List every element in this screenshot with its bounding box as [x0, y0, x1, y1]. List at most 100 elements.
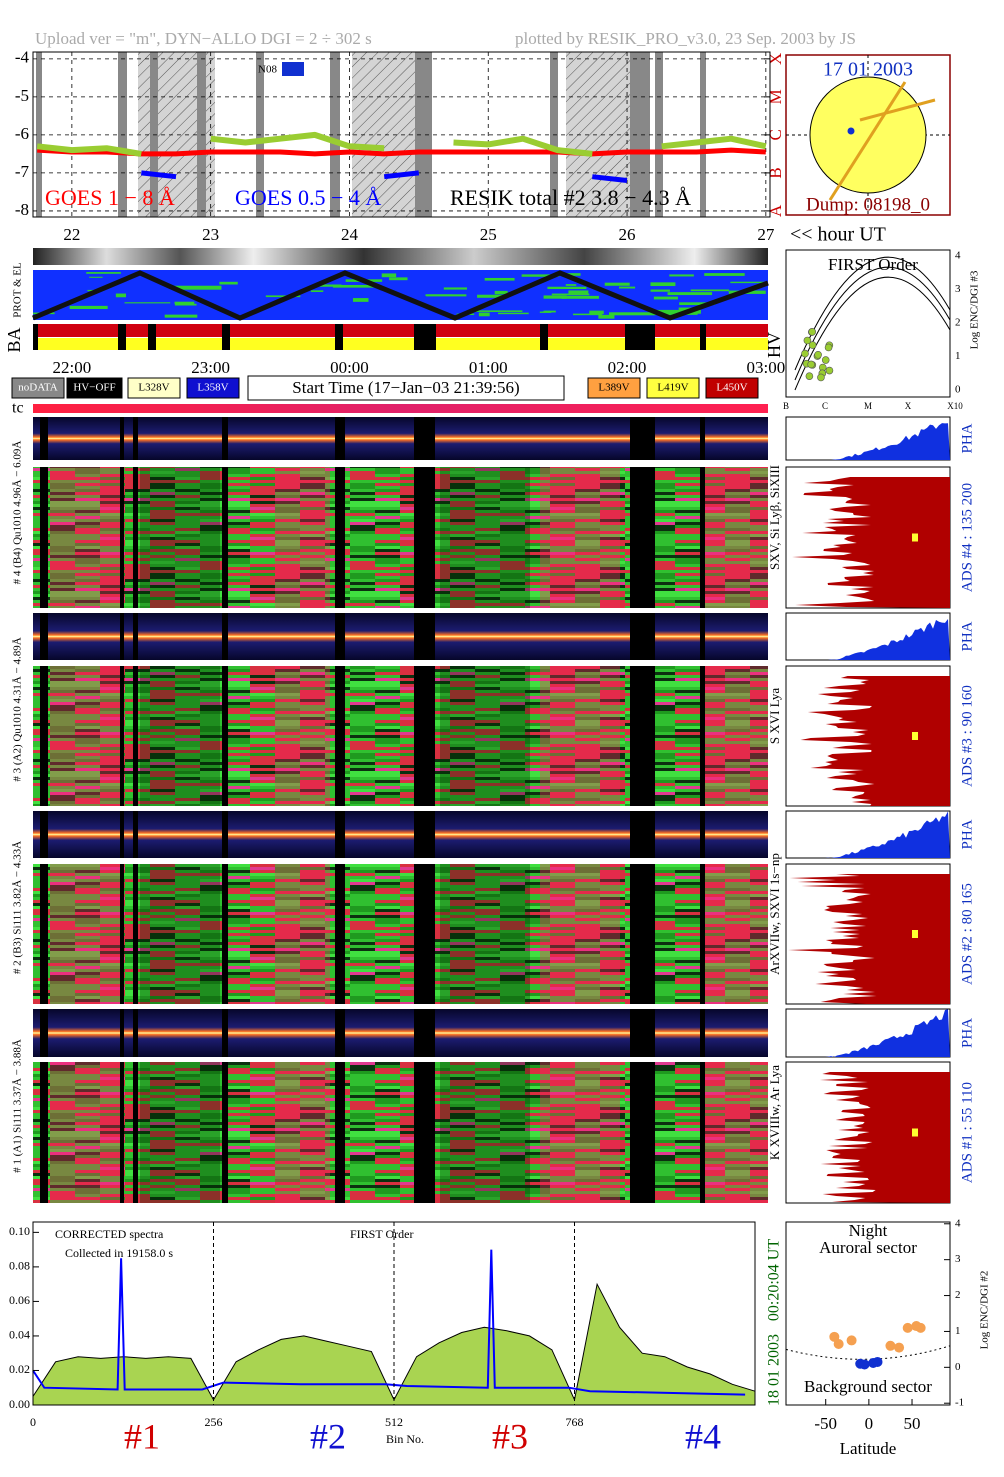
gap-bar — [40, 811, 48, 858]
prot-streak — [604, 282, 630, 286]
x-tick-label: 22 — [63, 225, 80, 244]
order-curve — [794, 256, 951, 371]
y2-tick-label: X — [766, 53, 785, 65]
gap-bar — [414, 864, 435, 1004]
gap-bar — [133, 613, 138, 660]
prot-streak — [332, 284, 381, 288]
sector-label: Background sector — [804, 1377, 932, 1396]
y-tick-label: 3 — [955, 1253, 961, 1265]
prot-streak — [477, 294, 508, 298]
section-label: #4 — [685, 1416, 721, 1456]
gap-bar — [120, 1062, 124, 1203]
pha-map — [33, 613, 768, 660]
section-label: #2 — [310, 1416, 346, 1456]
prot-streak — [172, 285, 222, 290]
scatter-point — [902, 1322, 913, 1333]
ads-highlight — [705, 864, 768, 1004]
ads-marker — [912, 732, 918, 740]
gap-bar — [630, 666, 655, 806]
ads-label: ADS #4 : 135 200 — [959, 483, 975, 592]
prot-streak — [443, 287, 468, 290]
status-box — [646, 377, 700, 399]
prot-streak — [568, 290, 589, 294]
tc-bar — [33, 404, 768, 413]
y-tick-label: 0.10 — [9, 1224, 30, 1238]
gap-bar — [414, 1062, 435, 1203]
x-tick-label: B — [783, 401, 789, 411]
prot-streak — [316, 284, 342, 287]
scatter-point — [846, 1335, 857, 1346]
prot-streak — [265, 295, 301, 298]
status-label: L328V — [138, 382, 169, 394]
x-tick-label: 0 — [30, 1415, 36, 1429]
gray-strip — [33, 248, 768, 265]
prot-streak — [478, 312, 490, 317]
prot-streak — [678, 307, 694, 311]
scatter-point — [829, 1331, 840, 1342]
gap-bar — [335, 467, 345, 608]
channel-label: # 2 (B3) Si111 3.82Å − 4.33Å — [12, 841, 24, 974]
prot-streak — [426, 294, 467, 297]
gap-bar — [133, 666, 138, 806]
prot-streak — [650, 282, 676, 287]
ads-marker — [912, 1128, 918, 1137]
prot-streak — [547, 286, 587, 290]
y-tick-label: 4 — [955, 250, 961, 262]
gap-bar — [133, 811, 138, 858]
prot-streak — [174, 301, 195, 305]
axis-label: Bin No. — [386, 1432, 424, 1446]
strip-label: tc — [12, 400, 24, 417]
y-tick-label: -4 — [15, 48, 30, 67]
prot-streak — [115, 293, 126, 298]
time-label: 02:00 — [608, 358, 647, 377]
prot-streak — [690, 289, 730, 292]
prot-streak — [484, 277, 515, 281]
note: Collected in 19158.0 s — [65, 1246, 173, 1260]
gap-bar — [630, 1062, 655, 1203]
note: CORRECTED spectra — [55, 1227, 164, 1241]
gap-bar — [630, 864, 655, 1004]
status-box — [127, 377, 181, 399]
ads-highlight — [705, 666, 768, 806]
x-tick-label: X — [905, 401, 912, 411]
prot-streak — [704, 273, 745, 276]
prot-streak — [572, 313, 603, 316]
prot-streak — [730, 281, 766, 284]
gray-band — [330, 52, 340, 217]
orbit-arrow — [859, 98, 936, 122]
gap-bar — [222, 417, 228, 460]
header-text: Upload ver = "m", DYN−ALLO DGI = 2 ÷ 302… — [35, 29, 372, 48]
y-tick-label: 1 — [955, 350, 961, 362]
panel-title: FIRST Order — [828, 255, 918, 274]
gap-bar — [335, 864, 345, 1004]
gap-bar — [133, 864, 138, 1004]
axis-label: Log ENC/DGI #2 — [979, 1271, 991, 1350]
gap-bar — [40, 666, 48, 806]
gap-bar — [40, 864, 48, 1004]
gap-bar — [222, 666, 228, 806]
annotation-box — [282, 62, 304, 76]
gap-bar — [630, 613, 655, 660]
gap-bar — [133, 1009, 138, 1057]
order-point — [825, 366, 834, 375]
ads-shade — [140, 1062, 220, 1203]
ads-highlight — [275, 666, 330, 806]
time-label: 23:00 — [191, 358, 230, 377]
gap-bar — [335, 417, 345, 460]
legend-label: GOES 1 − 8 Å — [45, 185, 175, 210]
ba-yellow — [33, 338, 768, 350]
gap-bar — [414, 613, 435, 660]
plot-area — [785, 1221, 951, 1406]
axis-label: << hour UT — [790, 224, 886, 246]
track — [32, 270, 769, 321]
y-tick-label: -8 — [15, 200, 29, 219]
pha-hist — [786, 618, 950, 660]
x-tick-label: 25 — [480, 225, 497, 244]
gap-bar — [630, 1009, 655, 1057]
order-point — [824, 343, 833, 352]
time-label: 01:00 — [469, 358, 508, 377]
ads-hist — [819, 1072, 950, 1203]
ads-highlight — [50, 864, 120, 1004]
prot-streak — [619, 286, 636, 289]
